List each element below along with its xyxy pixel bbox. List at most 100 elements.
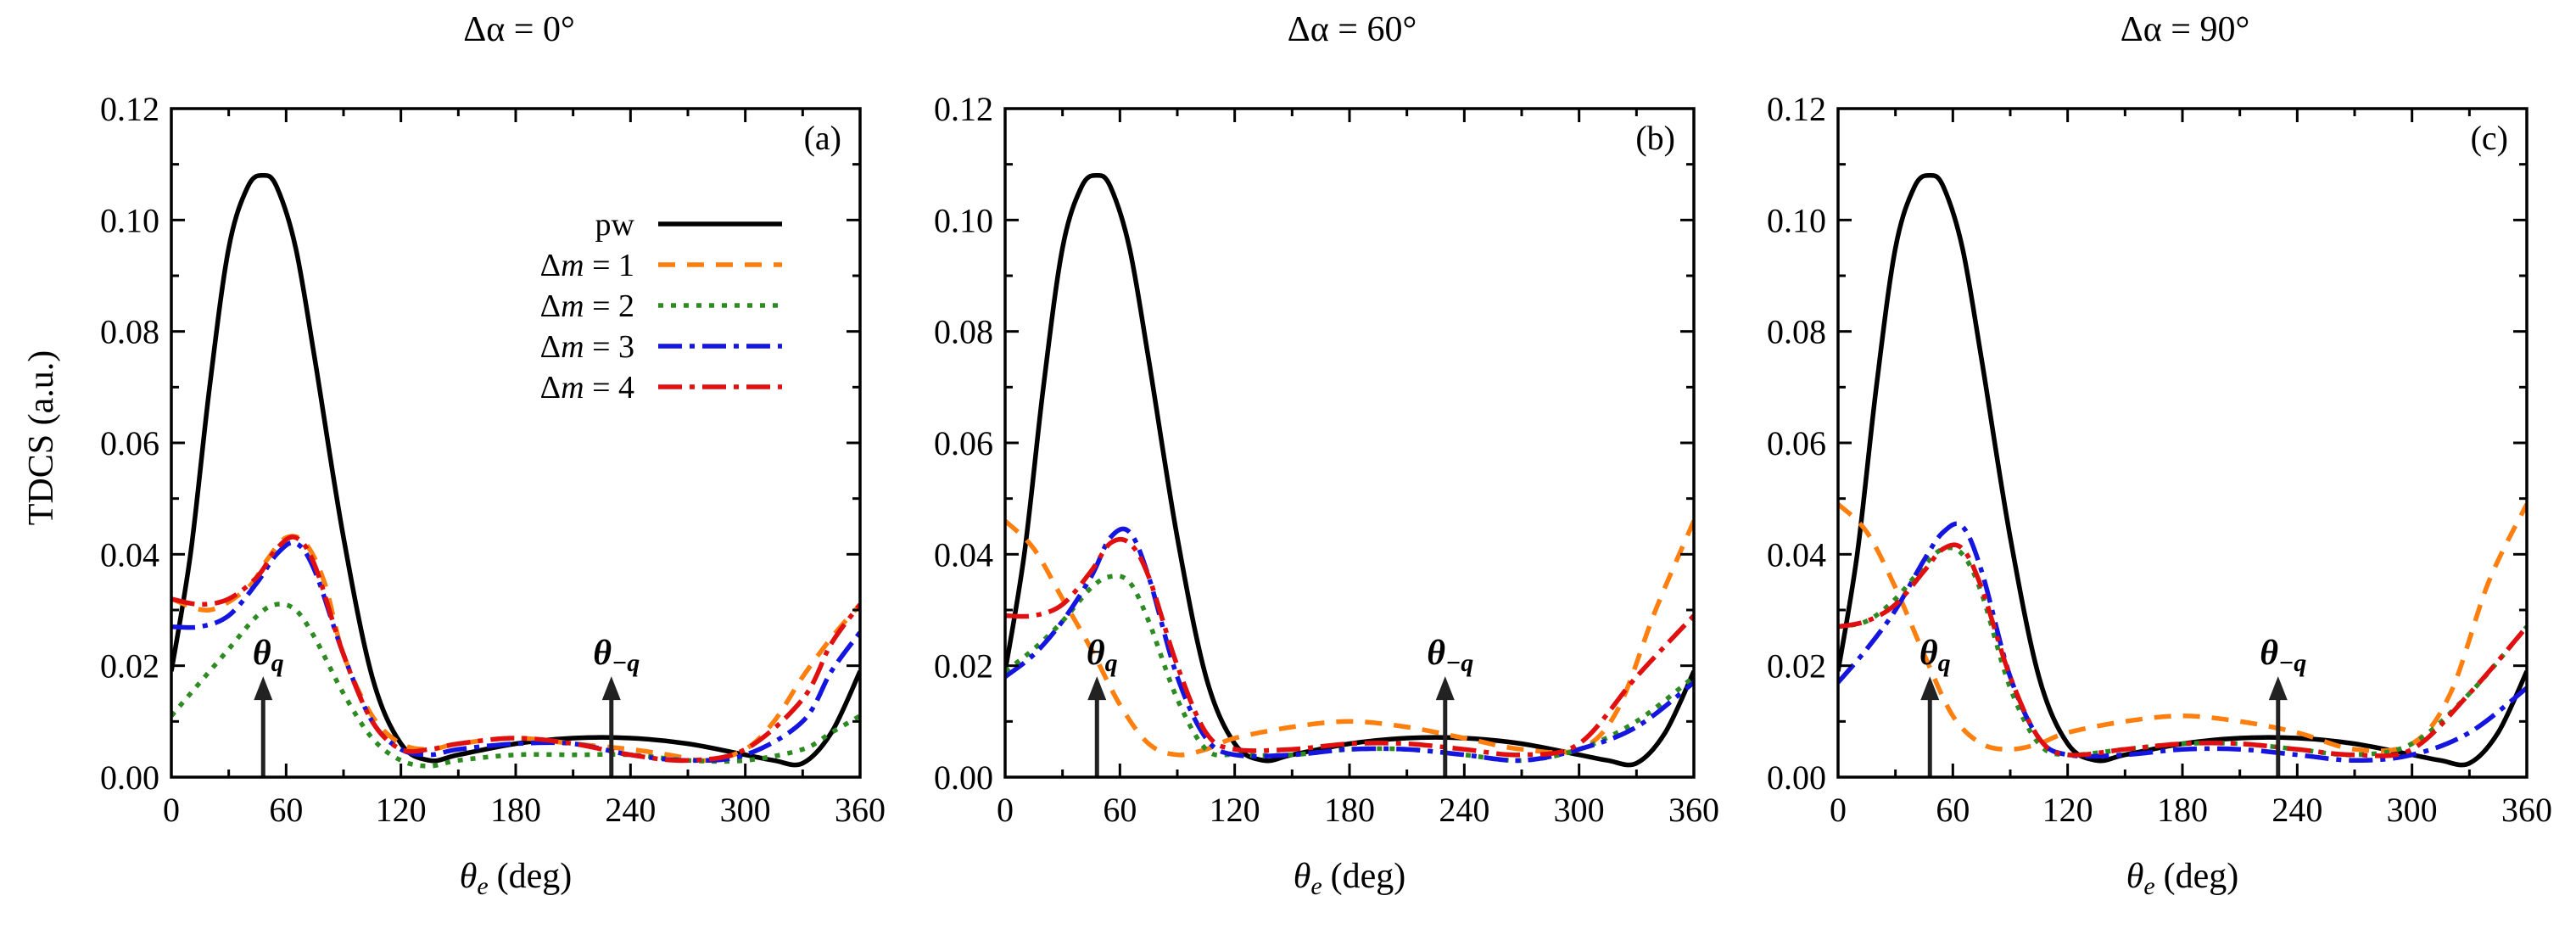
series-line-dm4 <box>1005 536 1694 758</box>
legend-label-value: = 3 <box>584 329 634 365</box>
x-axis-label: θe (deg) <box>460 857 573 900</box>
x-tick-label: 360 <box>1668 791 1719 829</box>
x-tick-label: 60 <box>1103 791 1137 829</box>
arrow-head <box>1435 676 1455 701</box>
legend-item-dm1: Δm = 1 <box>540 248 782 283</box>
panel-label: (c) <box>2471 119 2508 157</box>
legend-label-var: m <box>561 248 584 283</box>
panel-label: (b) <box>1635 119 1675 157</box>
series-line-dm4 <box>171 534 860 764</box>
y-tick-label: 0.10 <box>1767 201 1826 239</box>
panel-c: Δα = 90° 0 60 120 180 240 300 3600.000.020.040… <box>1767 10 2552 900</box>
legend-label-var: m <box>561 370 584 406</box>
series-line-dm3 <box>1005 526 1694 764</box>
arrow-head <box>1087 676 1107 701</box>
arrow-label-main: θ <box>593 634 612 673</box>
x-tick-label: 180 <box>490 791 541 829</box>
x-tick-label: 60 <box>269 791 303 829</box>
arrow-label-sub: −q <box>2278 649 2306 677</box>
axes-frame <box>170 107 862 779</box>
plot-area: 0 60 120 180 240 300 360 0.00 0.02 0.04 0.06 0.08 0.… <box>934 90 1719 829</box>
arrow-label-main: θ <box>1427 634 1445 673</box>
y-tick-label: 0.12 <box>934 90 993 128</box>
x-tick-label: 60 <box>1936 791 1970 829</box>
y-tick-label: 0.00 <box>934 758 993 797</box>
x-tick-label: 180 <box>1324 791 1375 829</box>
legend-item-dm2: Δm = 2 <box>540 288 782 324</box>
legend-item-pw: pw <box>595 207 782 243</box>
series-line-dm3 <box>1838 521 2527 764</box>
x-tick-label: 0 <box>163 791 180 829</box>
legend-label-prefix: Δ <box>540 329 561 365</box>
legend-label: Δm = 4 <box>540 370 634 406</box>
panel-b: Δα = 60° 0 60 120 180 240 300 3600.000.020.040… <box>934 10 1719 900</box>
theta-minus-q-arrow: θ−q <box>593 634 640 777</box>
y-tick-label: 0.08 <box>934 313 993 351</box>
legend-label-value: = 4 <box>584 370 634 406</box>
legend-item-dm3: Δm = 3 <box>540 329 782 365</box>
x-axis-label: θe (deg) <box>1294 857 1406 900</box>
x-tick-label: 0 <box>997 791 1014 829</box>
series-layer <box>1005 173 1694 768</box>
x-label-unit: (deg) <box>497 857 573 896</box>
x-tick-label: 180 <box>2157 791 2208 829</box>
arrow-label-sub: q <box>271 649 284 677</box>
arrows-layer: θq θ−q <box>1919 634 2306 777</box>
legend-label-value: = 1 <box>584 248 634 283</box>
x-tick-label: 300 <box>1554 791 1605 829</box>
ticks-layer: 0 60 120 180 240 300 360 0.00 0.02 0.04 0.06 0.08 0.… <box>100 90 886 829</box>
arrows-layer: θq θ−q <box>1087 634 1473 777</box>
x-label-sub: e <box>1310 872 1322 900</box>
series-line-dm3 <box>171 540 860 764</box>
arrow-label-sub: q <box>1938 649 1951 677</box>
legend-label-value: = 2 <box>584 288 634 324</box>
arrow-label: θ−q <box>2260 634 2306 677</box>
panel-title: Δα = 0° <box>463 10 575 49</box>
x-label-symbol: θ <box>460 857 478 896</box>
y-tick-label: 0.04 <box>934 535 993 574</box>
y-tick-label: 0.06 <box>934 424 993 462</box>
x-tick-label: 240 <box>1439 791 1489 829</box>
legend: pw Δm = 1 Δm = 2 Δm = 3 Δm = 4 <box>540 207 782 406</box>
legend-label-prefix: Δ <box>540 370 561 406</box>
x-tick-label: 0 <box>1830 791 1847 829</box>
legend-label-prefix: Δ <box>540 248 561 283</box>
y-tick-label: 0.10 <box>934 201 993 239</box>
y-tick-label: 0.02 <box>1767 647 1826 686</box>
arrow-label: θq <box>1087 634 1118 677</box>
x-label-sub: e <box>477 872 488 900</box>
arrow-label: θq <box>253 634 284 677</box>
y-tick-label: 0.06 <box>1767 424 1826 462</box>
legend-label-prefix: Δ <box>540 288 561 324</box>
y-tick-label: 0.04 <box>1767 535 1826 574</box>
legend-label: Δm = 2 <box>540 288 634 324</box>
panel-label: (a) <box>804 119 841 157</box>
y-tick-label: 0.02 <box>100 647 159 686</box>
series-line-dm1 <box>1005 518 1694 758</box>
y-tick-label: 0.12 <box>1767 90 1826 128</box>
y-tick-label: 0.08 <box>100 313 159 351</box>
arrow-head <box>1920 676 1940 701</box>
x-label-symbol: θ <box>1294 857 1311 896</box>
plot-area: 0 60 120 180 240 300 360 0.00 0.02 0.04 0.06 0.08 0.… <box>100 90 886 829</box>
x-label-symbol: θ <box>2126 857 2144 896</box>
legend-label-var: m <box>561 288 584 324</box>
panel-a: Δα = 0° 0 60 120 180 240 300 360 0.00 0.02 0.04 0.… <box>100 10 886 900</box>
arrow-label: θ−q <box>593 634 640 677</box>
x-tick-label: 240 <box>605 791 656 829</box>
y-tick-label: 0.10 <box>100 201 159 239</box>
theta-q-arrow: θq <box>1919 634 1951 777</box>
y-axis-label: TDCS (a.u.) <box>22 350 61 525</box>
ticks-layer: 0 60 120 180 240 300 360 0.00 0.02 0.04 0.06 0.08 0.… <box>1767 90 2552 829</box>
panel-title: Δα = 60° <box>1288 10 1417 49</box>
legend-label: Δm = 1 <box>540 248 634 283</box>
theta-q-arrow: θq <box>1087 634 1118 777</box>
arrow-label-sub: −q <box>1445 649 1473 677</box>
y-tick-label: 0.08 <box>1767 313 1826 351</box>
series-line-dm2 <box>171 602 860 769</box>
y-tick-label: 0.00 <box>1767 758 1826 797</box>
legend-label: Δm = 3 <box>540 329 634 365</box>
y-tick-label: 0.02 <box>934 647 993 686</box>
legend-label-var: m <box>561 329 584 365</box>
